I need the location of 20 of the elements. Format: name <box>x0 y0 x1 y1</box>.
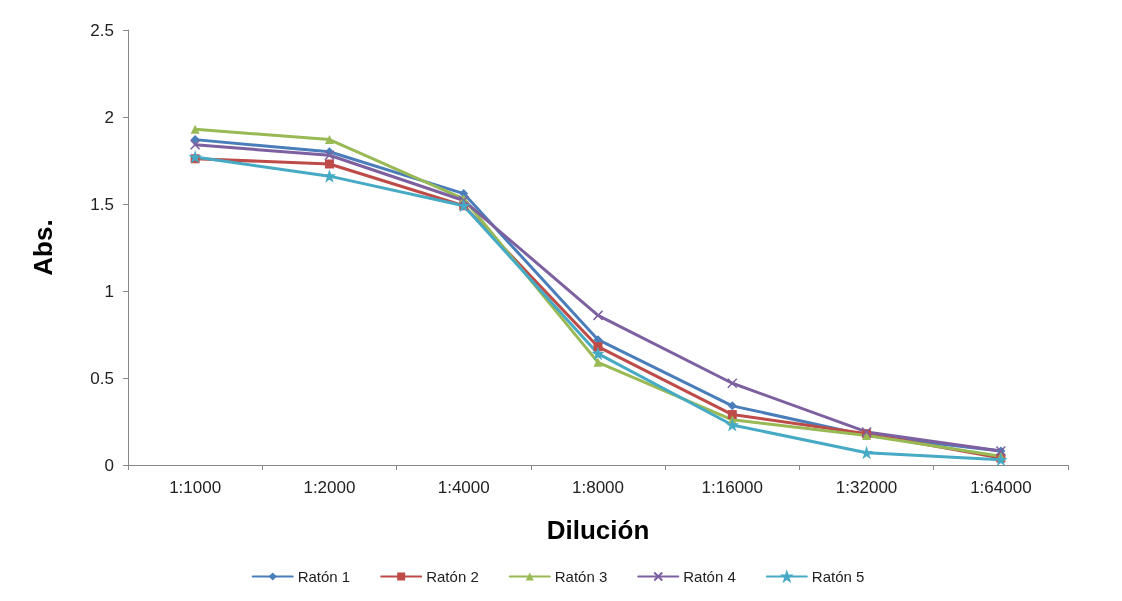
x-tick-label: 1:8000 <box>572 478 624 497</box>
x-tick-label: 1:16000 <box>701 478 764 497</box>
legend-label: Ratón 2 <box>426 568 479 585</box>
y-tick-label: 1 <box>104 281 114 301</box>
x-tick-label: 1:2000 <box>303 478 356 497</box>
legend-label: Ratón 1 <box>297 568 351 585</box>
y-tick-label: 0 <box>104 455 114 475</box>
legend-label: Ratón 3 <box>554 568 608 585</box>
x-axis-title: Dilución <box>546 515 650 545</box>
y-tick-label: 2 <box>104 107 114 127</box>
y-tick-label: 2.5 <box>90 20 114 40</box>
x-tick-label: 1:1000 <box>169 478 222 497</box>
legend-label: Ratón 4 <box>683 568 736 585</box>
x-tick-label: 1:64000 <box>970 478 1032 497</box>
y-tick-label: 0.5 <box>90 368 114 388</box>
legend-label: Ratón 5 <box>811 568 865 585</box>
x-tick-label: 1:4000 <box>437 478 490 497</box>
x-tick-label: 1:32000 <box>835 478 898 497</box>
y-axis-title: Abs. <box>28 219 58 276</box>
y-tick-label: 1.5 <box>90 194 114 214</box>
